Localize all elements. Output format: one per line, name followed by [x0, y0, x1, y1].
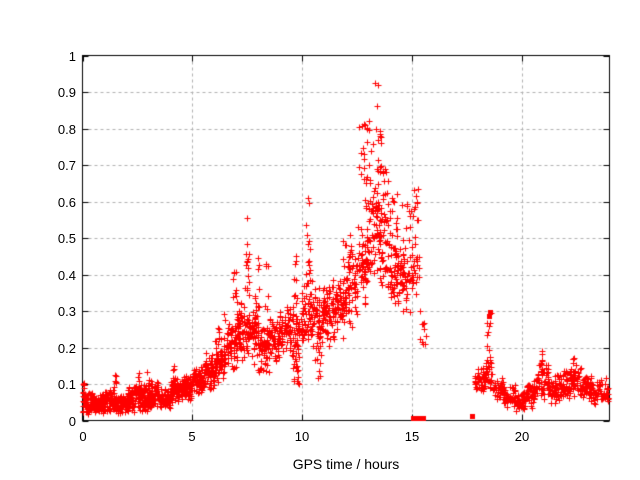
- x-tick-label: 5: [188, 429, 196, 444]
- y-tick-label: 0.6: [57, 195, 76, 210]
- x-tick-label: 0: [79, 429, 87, 444]
- y-tick-label: 0.1: [57, 377, 76, 392]
- y-tick-label: 0.7: [57, 158, 76, 173]
- y-tick-label: 0.9: [57, 85, 76, 100]
- y-tick-label: 0.8: [57, 122, 76, 137]
- y-tick-label: 0.2: [57, 341, 76, 356]
- y-tick-label: 0.4: [57, 268, 76, 283]
- y-tick-label: 0.3: [57, 304, 76, 319]
- x-tick-label: 15: [404, 429, 420, 444]
- y-tick-label: 0: [68, 414, 76, 429]
- y-tick-label: 1: [68, 49, 76, 64]
- x-tick-label: 20: [514, 429, 530, 444]
- x-axis-label: GPS time / hours: [292, 456, 400, 472]
- y-tick-label: 0.5: [57, 231, 76, 246]
- x-tick-label: 10: [294, 429, 310, 444]
